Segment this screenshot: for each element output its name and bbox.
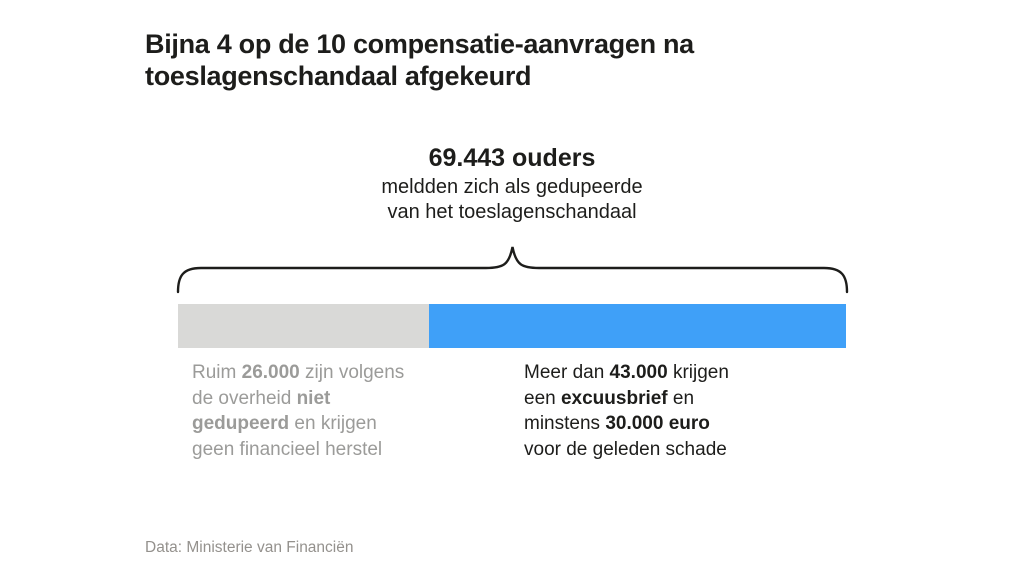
stacked-bar [178, 304, 846, 348]
caption-rejected: Ruim 26.000 zijn volgens de overheid niet… [192, 362, 405, 460]
chart-title-line1: Bijna 4 op de 10 compensatie-aanvragen n… [145, 29, 694, 60]
data-source-note: Data: Ministerie van Financiën [145, 539, 354, 556]
chart-title-line2: toeslagenschandaal afgekeurd [145, 61, 532, 92]
total-stat: 69.443 ouders meldden zich als gedupeerd… [178, 144, 846, 225]
total-stat-sub-line2: van het toeslagenschandaal [387, 201, 637, 223]
curly-brace-icon [176, 246, 849, 294]
chart-title: Bijna 4 op de 10 compensatie-aanvragen n… [145, 28, 885, 92]
caption-compensated: Meer dan 43.000 krijgen een excuusbrief e… [524, 362, 729, 460]
bar-segment-compensated [429, 304, 846, 348]
total-stat-value: 69.443 ouders [428, 144, 596, 172]
total-stat-sub-line1: meldden zich als gedupeerde [381, 176, 643, 198]
bar-segment-rejected [178, 304, 430, 348]
